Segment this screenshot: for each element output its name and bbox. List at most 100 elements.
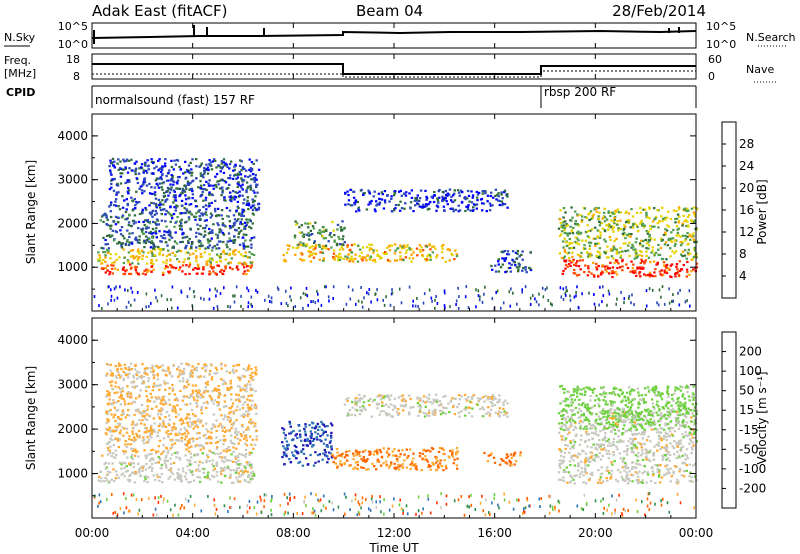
power-cell (167, 187, 171, 191)
power-cell (201, 188, 205, 191)
power-cell (684, 234, 687, 237)
power-cell (133, 198, 136, 201)
vel-cell (106, 390, 109, 393)
power-cell (401, 245, 404, 248)
vel-cell (324, 451, 327, 454)
vel-cell (110, 372, 114, 375)
vel-cell (498, 414, 501, 417)
vel-cell (205, 437, 208, 440)
power-cell (571, 232, 575, 235)
power-cell (394, 249, 397, 252)
power-cell (529, 296, 532, 300)
power-cell (163, 237, 167, 240)
power-cell (572, 258, 575, 261)
vel-cell (227, 415, 230, 418)
power-cell (676, 268, 679, 271)
vel-cell (145, 427, 148, 430)
power-cell (664, 228, 667, 231)
power-cell (180, 222, 183, 225)
power-cell (635, 255, 638, 258)
vel-cell (236, 405, 239, 408)
vel-cell (120, 463, 123, 466)
power-cell (349, 188, 352, 191)
vel-cell (353, 414, 357, 417)
vel-cell (380, 394, 383, 397)
vel-cell (127, 366, 131, 369)
power-cell (195, 260, 198, 263)
vel-cell (224, 364, 227, 367)
vel-cell (117, 362, 121, 365)
vel-cell (432, 398, 435, 401)
power-cell (616, 266, 619, 270)
vel-cell (304, 423, 307, 426)
vel-cell (437, 466, 440, 469)
vel-cell (140, 465, 143, 468)
power-cell (198, 244, 201, 248)
vel-cell (509, 460, 512, 463)
vel-cell (174, 409, 177, 412)
power-cell (578, 254, 582, 257)
vel-cell (162, 422, 165, 425)
vel-cell (190, 437, 193, 440)
vel-cell (245, 390, 248, 393)
power-cell (199, 174, 203, 178)
power-cell (233, 198, 236, 201)
power-cell (151, 254, 154, 258)
power-cell (179, 241, 182, 244)
power-cell (436, 254, 439, 257)
power-cell (663, 271, 667, 274)
power-cell (163, 267, 167, 270)
power-cell (598, 236, 602, 239)
power-cell (112, 264, 115, 267)
power-cell (130, 242, 134, 245)
vel-cell (321, 433, 324, 436)
power-cell (239, 253, 243, 256)
power-cell (126, 190, 130, 193)
power-cell (218, 231, 221, 234)
vel-cell (321, 422, 324, 425)
power-cell (583, 271, 586, 274)
vel-cell (215, 388, 218, 391)
power-cell (428, 244, 431, 247)
power-cell (302, 233, 306, 236)
power-cell (159, 176, 162, 179)
power-cell (143, 163, 147, 166)
power-cell (544, 288, 547, 292)
power-cell (236, 176, 240, 179)
power-cell (154, 179, 158, 182)
vel-cell (128, 462, 131, 465)
power-cell (688, 289, 691, 293)
vel-cell (424, 455, 427, 458)
power-cell (229, 305, 232, 309)
power-cell (213, 207, 217, 210)
nave-right-tick-top: 60 (708, 53, 722, 66)
power-cell (168, 271, 171, 275)
power-cell (622, 234, 625, 237)
vel-cell (205, 428, 208, 431)
power-cell (414, 197, 417, 200)
power-cell (105, 223, 108, 226)
power-cell (181, 187, 184, 190)
vel-cell (249, 376, 252, 380)
power-cell (609, 248, 613, 251)
power-cell (525, 271, 528, 274)
power-cell (375, 200, 378, 203)
power-cell (405, 249, 409, 252)
vel-cell (408, 394, 411, 397)
power-cell (683, 249, 687, 252)
power-cell (199, 172, 202, 175)
power-cell (133, 298, 136, 302)
power-cell (181, 264, 185, 267)
power-cell (111, 178, 114, 181)
power-cell (143, 177, 147, 180)
power-cell (190, 168, 193, 171)
power-cell (693, 241, 696, 244)
vel-cell (234, 457, 238, 460)
power-cell (664, 241, 668, 244)
vel-cell (189, 452, 192, 455)
power-cell (241, 167, 244, 170)
power-cell (140, 230, 144, 233)
vel-cell (349, 464, 352, 467)
power-cell (366, 291, 368, 295)
power-cell (213, 245, 216, 248)
